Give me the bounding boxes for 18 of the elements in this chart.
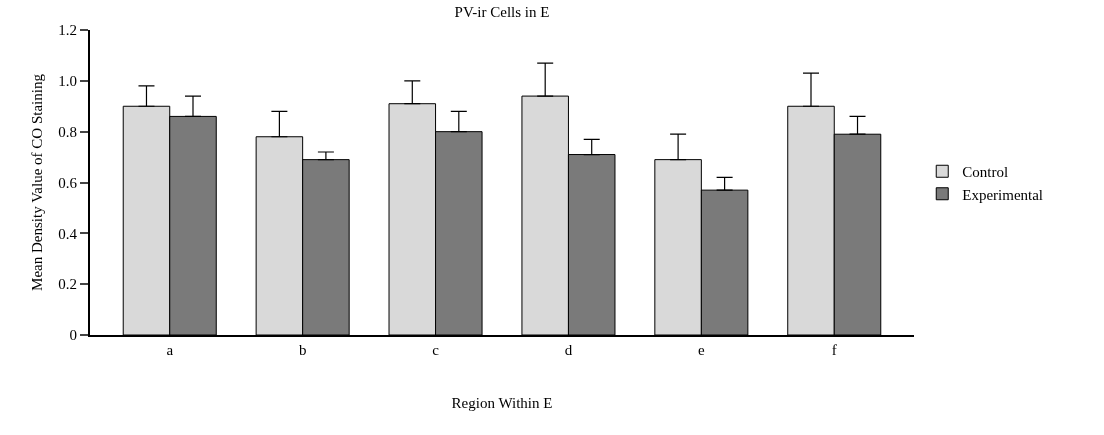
y-tick-label: 1.0 <box>58 73 77 90</box>
y-tick-label: 0.2 <box>58 276 77 293</box>
chart-title: PV-ir Cells in E <box>454 4 550 21</box>
x-tick-label: a <box>166 342 174 358</box>
legend-label: Control <box>962 164 1009 181</box>
x-axis-title: Region Within E <box>451 394 553 411</box>
x-tick-label: e <box>698 342 706 358</box>
y-tick-label: 0.6 <box>58 174 78 191</box>
y-axis-title: Mean Density Value of CO Staining <box>29 73 45 291</box>
y-tick-label: 0.8 <box>58 123 77 140</box>
x-tick-label: f <box>831 342 837 358</box>
y-tick-label: 0.4 <box>58 225 78 242</box>
y-tick-label: 1.2 <box>58 22 77 39</box>
y-tick-label: 0 <box>69 327 77 344</box>
x-tick-label: d <box>564 342 573 358</box>
x-tick-label: c <box>432 342 440 358</box>
x-tick-label: b <box>298 342 307 358</box>
legend-label: Experimental <box>962 186 1044 203</box>
